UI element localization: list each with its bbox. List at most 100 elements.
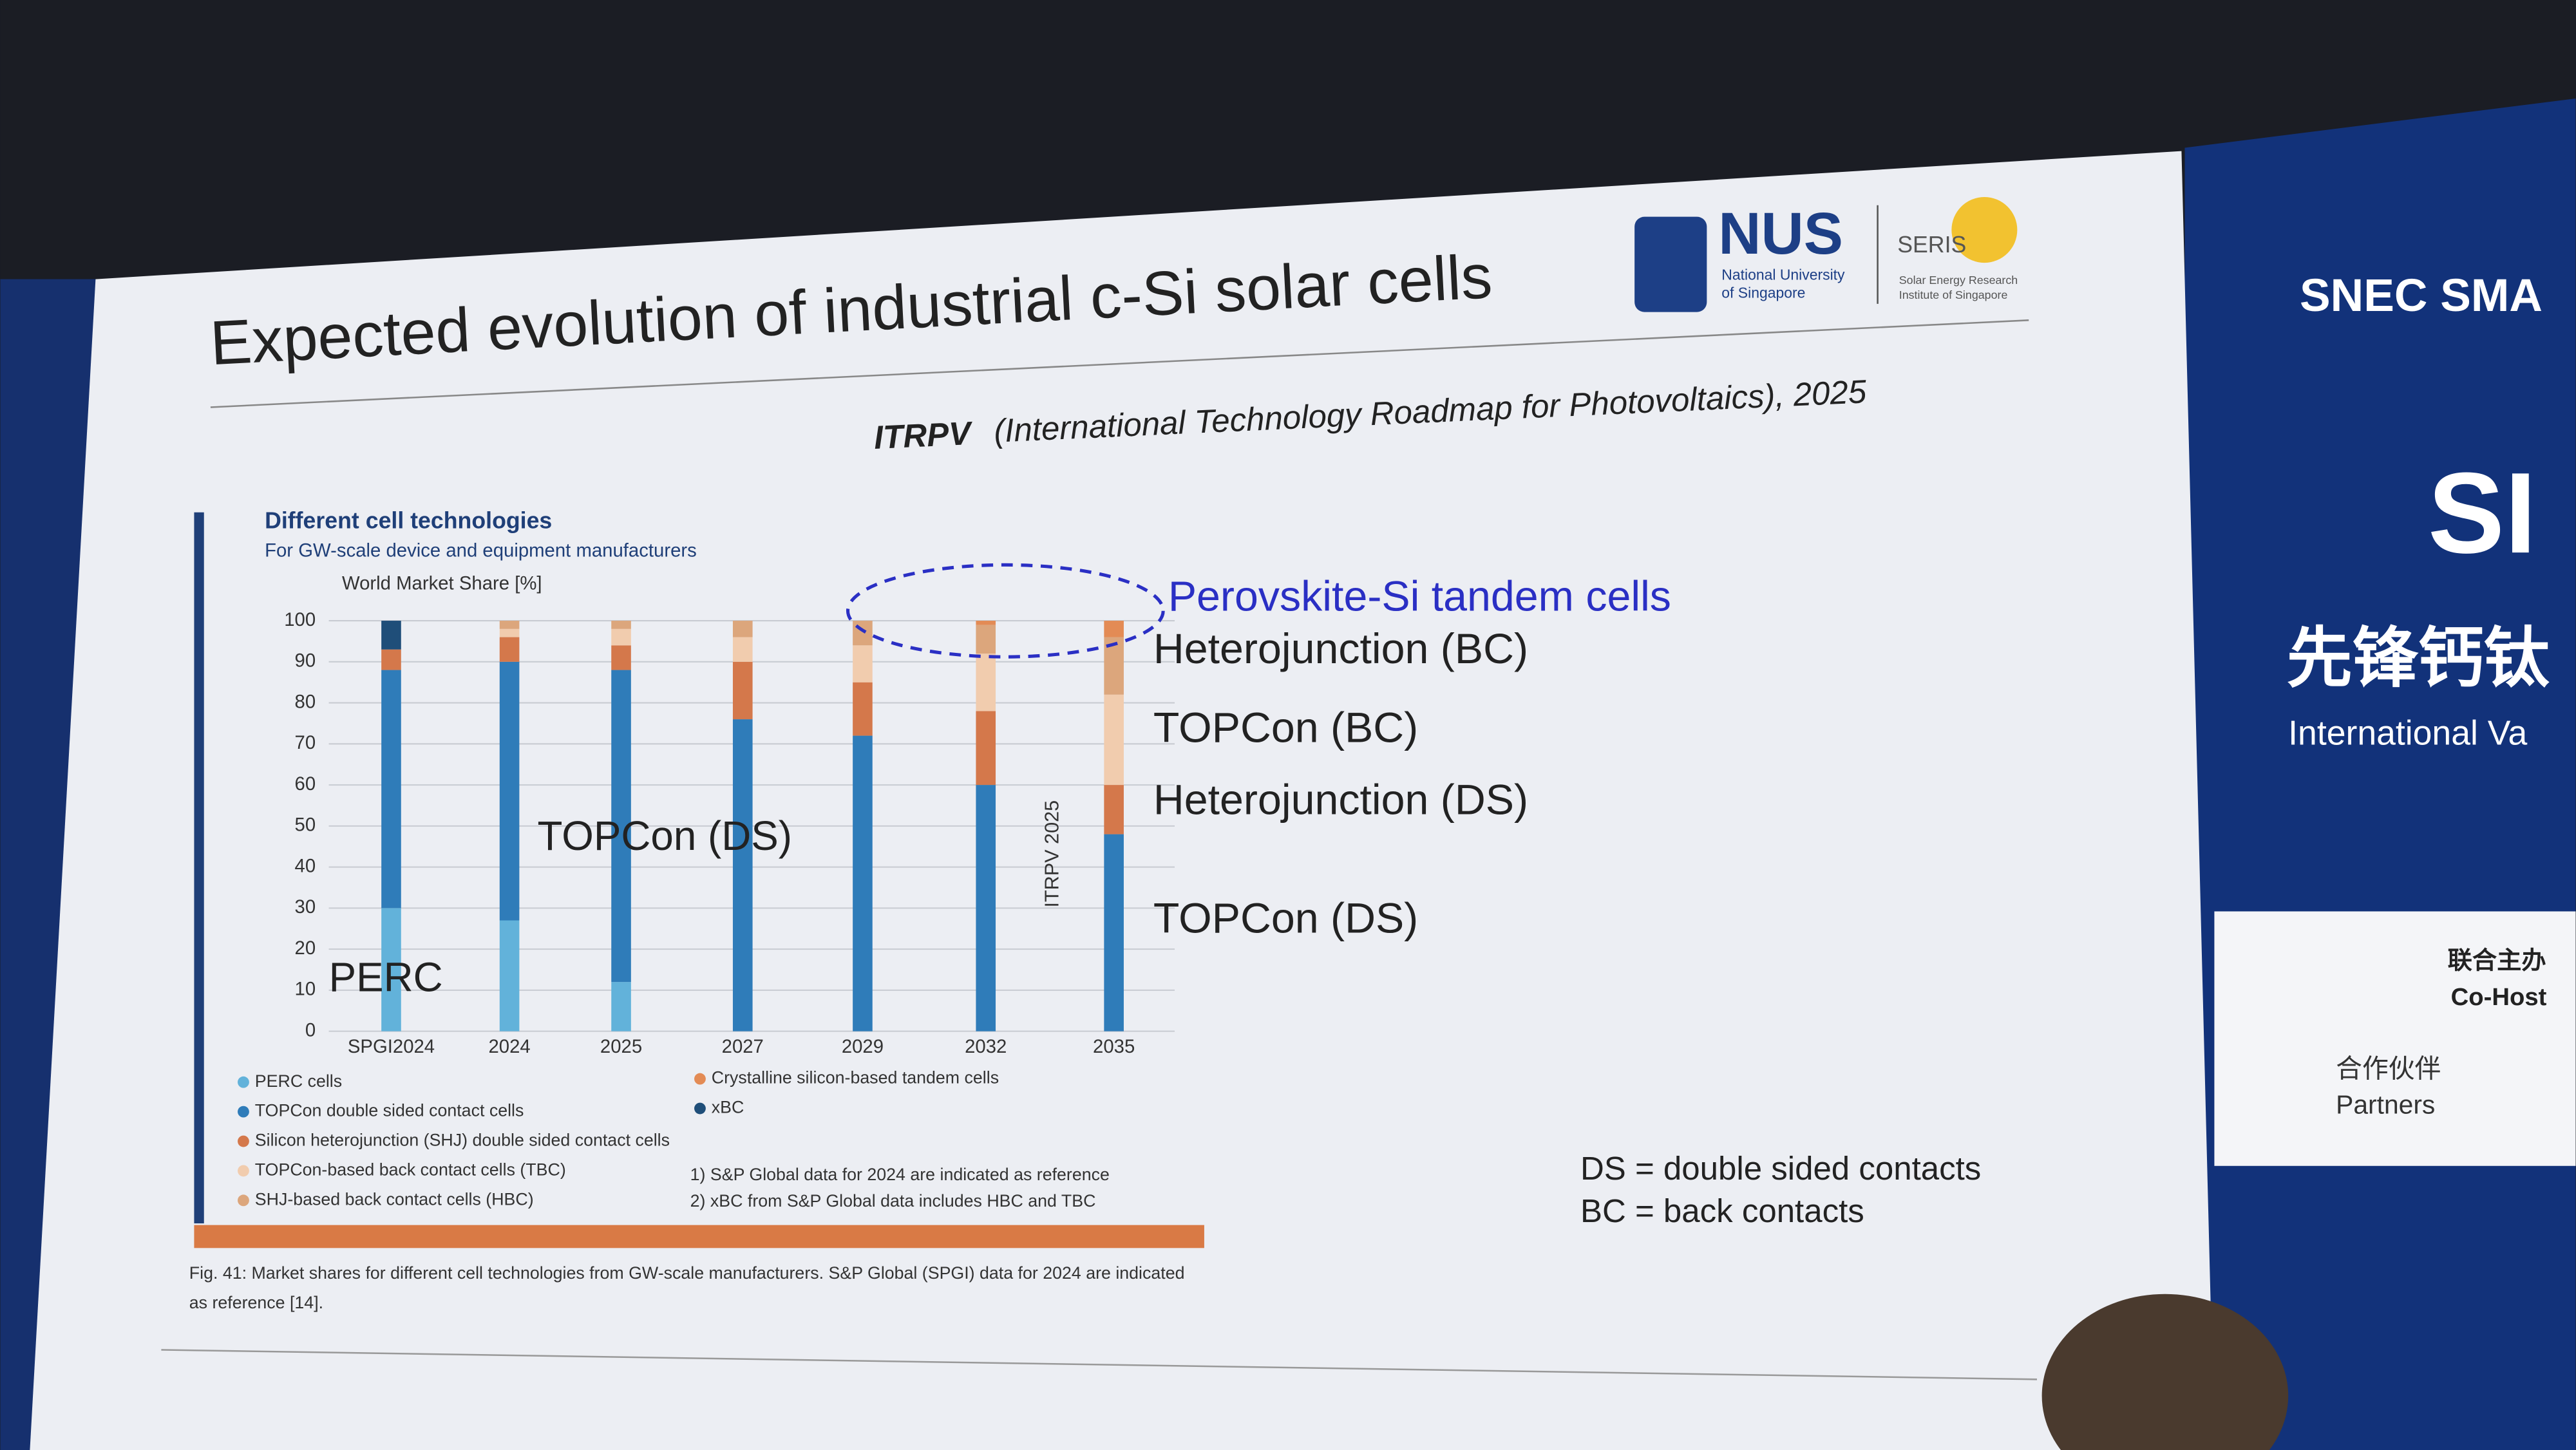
- source-prefix: ITRPV: [873, 415, 974, 456]
- y-tick-label: 60: [295, 773, 316, 795]
- legend-label: TOPCon double sided contact cells: [255, 1101, 524, 1120]
- tech-label: TOPCon (BC): [1153, 704, 1418, 751]
- bar-segment: [853, 621, 873, 646]
- bar-segment: [499, 637, 520, 662]
- y-tick-label: 50: [295, 814, 316, 836]
- chart-title: Different cell technologies: [265, 507, 552, 533]
- legend-swatch: [238, 1106, 249, 1118]
- legend-swatch: [238, 1194, 249, 1207]
- bar-segment: [611, 621, 631, 629]
- logo-nus: NUS: [1718, 201, 1843, 267]
- y-tick-label: 30: [295, 896, 316, 918]
- screen-big: SI: [2428, 448, 2537, 577]
- bar-segment: [732, 661, 753, 720]
- legend-swatch: [238, 1135, 249, 1147]
- chart-bottom-bar: [194, 1225, 1204, 1248]
- annotation: ITRPV 2025: [1041, 800, 1063, 908]
- legend-label: Silicon heterojunction (SHJ) double side…: [255, 1131, 670, 1150]
- bar-segment: [499, 621, 520, 629]
- chart-note: 1) S&P Global data for 2024 are indicate…: [690, 1165, 1110, 1184]
- bar-segment: [976, 625, 996, 654]
- nus-crest: [1634, 216, 1707, 312]
- right-labels: Perovskite-Si tandem cells Heterojunction…: [1153, 572, 1671, 942]
- caption: as reference [14].: [189, 1293, 323, 1312]
- bar-segment: [1104, 834, 1124, 1031]
- audience-head: [2041, 1294, 2289, 1450]
- screen-en-title: International Va: [2288, 715, 2527, 753]
- abbrev: DS = double sided contacts: [1580, 1150, 1981, 1187]
- legend-label: Crystalline silicon-based tandem cells: [712, 1068, 999, 1088]
- legend-swatch: [694, 1073, 706, 1085]
- bar-segment: [381, 908, 401, 1031]
- x-tick-label: 2035: [1093, 1036, 1135, 1057]
- bar-segment: [611, 645, 631, 670]
- bar-segment: [976, 711, 996, 786]
- screen-cohost-cn: 联合主办: [2448, 947, 2546, 975]
- y-axis-label: World Market Share [%]: [342, 573, 542, 594]
- bar-segment: [976, 654, 996, 711]
- bar-segment: [611, 670, 631, 983]
- bar-segment: [499, 661, 520, 921]
- legend-label: xBC: [712, 1098, 744, 1117]
- tech-label: Heterojunction (DS): [1153, 777, 1528, 824]
- legend-label: TOPCon-based back contact cells (TBC): [255, 1160, 566, 1180]
- bar-segment: [611, 982, 631, 1031]
- footer-rule: [161, 1349, 2038, 1380]
- bar-segment: [976, 621, 996, 625]
- legend-swatch: [694, 1102, 706, 1115]
- annotation: TOPCon (DS): [537, 813, 792, 859]
- y-tick-label: 80: [295, 691, 316, 712]
- tandem-highlight: [846, 563, 1165, 659]
- bar-segment: [381, 670, 401, 909]
- screen-cn-title: 先锋钙钛: [2287, 621, 2550, 695]
- screen-partners-cn: 合作伙伴: [2336, 1054, 2441, 1084]
- bar-segment: [1104, 694, 1124, 786]
- legend-swatch: [238, 1165, 249, 1177]
- x-tick-label: 2027: [722, 1036, 764, 1057]
- tech-label: Perovskite-Si tandem cells: [1168, 572, 1671, 620]
- chart-note: 2) xBC from S&P Global data includes HBC…: [690, 1191, 1096, 1210]
- bar-segment: [732, 621, 753, 637]
- bar-segment: [499, 628, 520, 637]
- y-tick-label: 70: [295, 732, 316, 753]
- y-tick-label: 10: [295, 979, 316, 1000]
- right-screen-panel: [2214, 911, 2576, 1166]
- legend-label: SHJ-based back contact cells (HBC): [255, 1189, 534, 1209]
- x-tick-label: 2032: [965, 1036, 1007, 1057]
- y-tick-label: 90: [295, 650, 316, 672]
- logo-seris: SERIS: [1897, 232, 1966, 258]
- x-tick-label: 2029: [842, 1036, 884, 1057]
- logo-nus-sub: of Singapore: [1721, 285, 1805, 301]
- title-rule: [210, 319, 2029, 408]
- chart: 0 10 20 30 40 50 60 70 80 90 100 SPGI2024 2024 2025 20…: [238, 609, 1175, 1209]
- bar-segment: [381, 649, 401, 670]
- bar-segment: [853, 735, 873, 1031]
- x-tick-label: 2025: [600, 1036, 642, 1057]
- chart-left-bar: [194, 512, 204, 1224]
- bar-segment: [611, 628, 631, 646]
- screen-cohost-en: Co-Host: [2451, 983, 2547, 1011]
- tech-label: TOPCon (DS): [1153, 894, 1418, 942]
- legend-label: PERC cells: [255, 1071, 342, 1091]
- y-tick-label: 100: [284, 609, 316, 630]
- logo-seris-sub: Institute of Singapore: [1899, 288, 2008, 301]
- annotation: PERC: [329, 954, 443, 1000]
- screen-partners-en: Partners: [2336, 1090, 2435, 1120]
- logo-nus-sub: National University: [1721, 267, 1845, 283]
- tech-label: Heterojunction (BC): [1153, 625, 1528, 673]
- y-tick-label: 0: [305, 1019, 316, 1040]
- bar-segment: [976, 785, 996, 1031]
- screen-brand: SNEC SMA: [2300, 270, 2543, 321]
- x-tick-label: 2024: [489, 1036, 531, 1057]
- bar-segment: [853, 645, 873, 683]
- bar-segment: [1104, 785, 1124, 834]
- caption: Fig. 41: Market shares for different cel…: [189, 1263, 1185, 1283]
- seris-sun: [1951, 197, 2018, 263]
- bar-segment: [732, 719, 753, 1031]
- y-tick-label: 40: [295, 855, 316, 876]
- x-tick-label: SPGI2024: [348, 1036, 435, 1057]
- abbrev: BC = back contacts: [1580, 1192, 1864, 1229]
- legend-swatch: [238, 1076, 249, 1088]
